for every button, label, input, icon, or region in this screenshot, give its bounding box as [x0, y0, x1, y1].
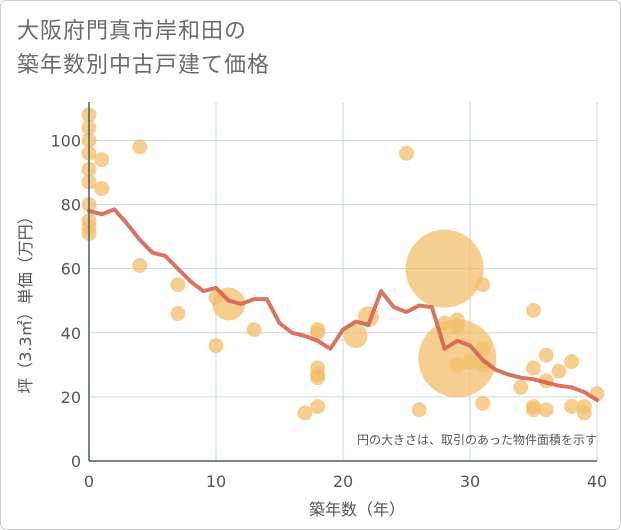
x-tick-labels: 0 10 20 30 40	[84, 472, 607, 491]
bubble-layer	[81, 107, 605, 421]
bubble-point	[212, 287, 246, 321]
bubble-point	[526, 302, 541, 318]
y-tick-label: 100	[50, 131, 81, 150]
bubble-point	[310, 370, 326, 386]
bubble-point	[310, 399, 326, 415]
y-tick-label: 40	[61, 324, 81, 343]
y-tick-labels: 0 20 40 60 80 100	[50, 131, 81, 471]
bubble-point	[170, 306, 186, 322]
bubble-point	[449, 357, 465, 373]
bubble-point	[538, 402, 554, 418]
bubble-point	[208, 338, 224, 354]
bubble-point	[246, 322, 262, 338]
y-tick-label: 60	[61, 260, 81, 279]
x-axis-title: 築年数（年）	[309, 500, 405, 519]
y-axis-title: 坪（3.3㎡）単価（万円）	[16, 208, 35, 393]
bubble-point	[411, 402, 427, 418]
bubble-size-note: 円の大きさは、取引のあった物件面積を示す	[357, 432, 597, 447]
bubble-point	[132, 257, 148, 273]
bubble-point	[564, 399, 580, 415]
bubble-point	[310, 325, 326, 341]
bubble-point	[551, 363, 567, 379]
bubble-point	[94, 152, 110, 168]
y-tick-label: 20	[61, 388, 81, 407]
bubble-point	[170, 277, 186, 293]
grid	[88, 102, 598, 462]
bubble-point	[475, 277, 491, 293]
x-tick-label: 30	[460, 472, 480, 491]
bubble-point	[526, 360, 541, 376]
y-tick-label: 0	[71, 452, 81, 471]
bubble-point	[132, 139, 148, 155]
x-tick-label: 40	[587, 472, 607, 491]
bubble-point	[513, 379, 529, 395]
trend-layer	[87, 207, 599, 403]
y-tick-label: 80	[61, 196, 81, 215]
bubble-point	[538, 347, 554, 363]
chart-title: 大阪府門真市岸和田の 築年数別中古戸建て価格	[17, 15, 270, 83]
bubble-point	[475, 395, 491, 411]
bubble-point	[576, 405, 592, 421]
bubble-point	[405, 229, 484, 308]
trend-line	[87, 207, 599, 403]
bubble-point	[564, 354, 580, 370]
x-tick-label: 20	[333, 472, 353, 491]
chart-title-line2: 築年数別中古戸建て価格	[17, 53, 271, 78]
axes	[88, 102, 597, 462]
bubble-point	[94, 181, 110, 197]
bubble-point	[399, 145, 414, 161]
bubble-point	[526, 402, 541, 418]
chart-title-line1: 大阪府門真市岸和田の	[17, 19, 248, 44]
bubble-point	[343, 323, 368, 348]
x-tick-label: 0	[84, 472, 94, 491]
x-tick-label: 10	[206, 472, 226, 491]
bubble-point	[462, 354, 478, 370]
bubble-point	[475, 341, 491, 357]
bubble-point	[297, 405, 313, 421]
